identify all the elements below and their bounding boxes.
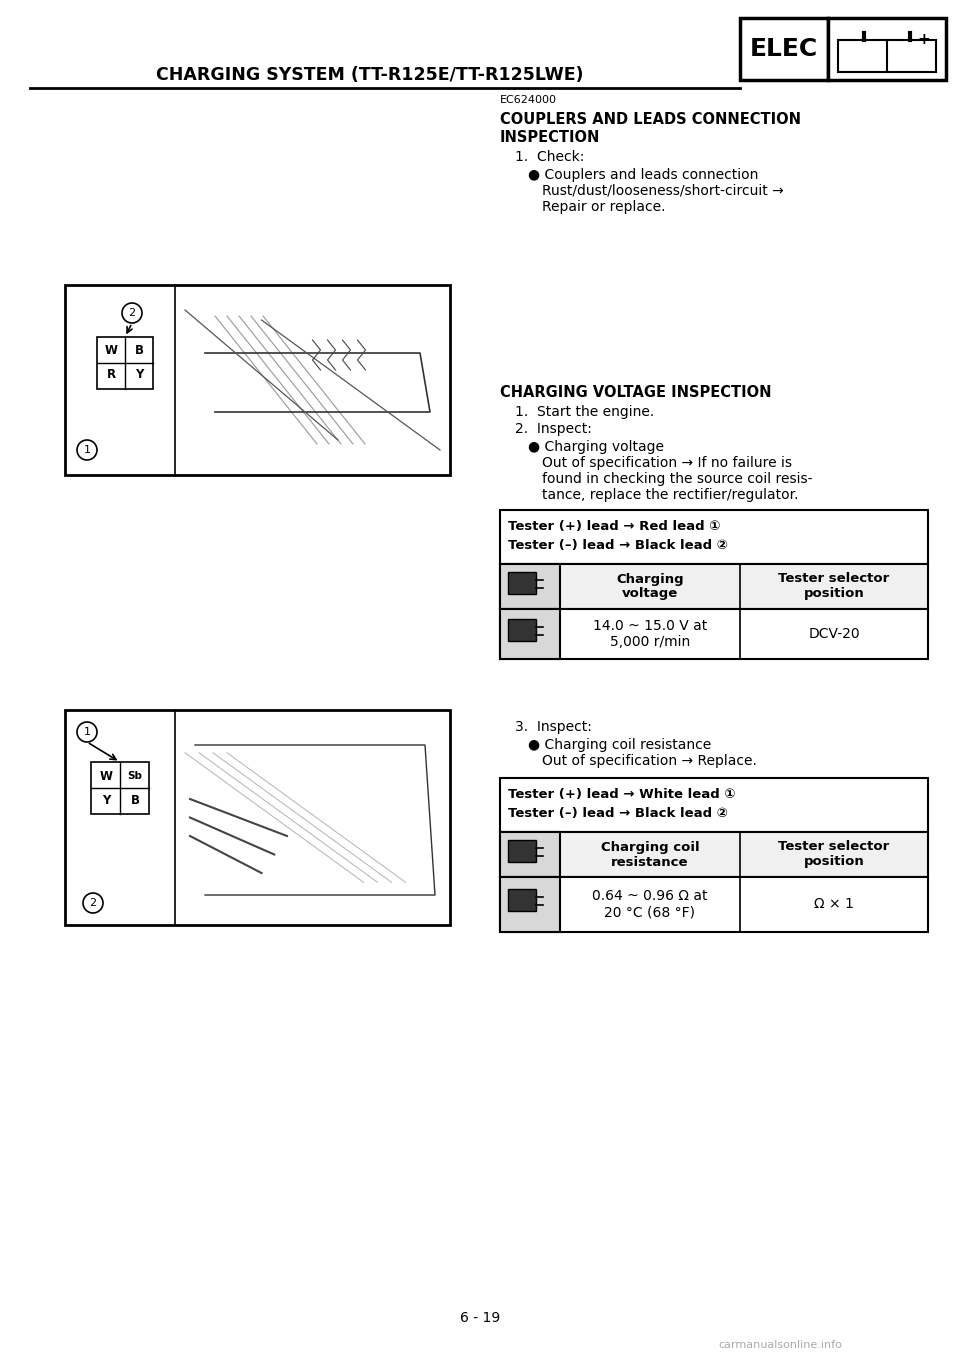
Bar	[500, 564, 928, 608]
Bar	[508, 572, 536, 593]
Text: 2: 2	[89, 898, 97, 909]
Text: Out of specification → If no failure is: Out of specification → If no failure is	[542, 456, 792, 470]
Text: 1.  Check:: 1. Check:	[515, 149, 585, 164]
Text: CHARGING VOLTAGE INSPECTION: CHARGING VOLTAGE INSPECTION	[500, 386, 772, 401]
Text: 2: 2	[129, 308, 135, 318]
Bar	[508, 619, 536, 641]
Text: Sb: Sb	[128, 771, 142, 781]
Text: ● Charging coil resistance: ● Charging coil resistance	[528, 737, 711, 752]
Text: W: W	[100, 770, 112, 782]
Text: 3.  Inspect:: 3. Inspect:	[515, 720, 592, 735]
Text: 2.  Inspect:: 2. Inspect:	[515, 422, 592, 436]
Text: ● Charging voltage: ● Charging voltage	[528, 440, 664, 454]
Text: Y: Y	[102, 793, 110, 807]
Text: carmanualsonline.info: carmanualsonline.info	[718, 1340, 842, 1350]
Text: DCV-20: DCV-20	[808, 627, 860, 641]
Text: Tester (+) lead → White lead ①: Tester (+) lead → White lead ①	[508, 788, 735, 801]
Bar	[500, 608, 560, 659]
Bar	[500, 877, 928, 932]
Text: ELEC: ELEC	[750, 37, 818, 61]
Text: Charging
voltage: Charging voltage	[616, 573, 684, 600]
Text: 14.0 ~ 15.0 V at
5,000 r/min: 14.0 ~ 15.0 V at 5,000 r/min	[593, 619, 708, 649]
Text: found in checking the source coil resis-: found in checking the source coil resis-	[542, 473, 812, 486]
Bar	[91, 762, 149, 813]
Text: –: –	[846, 33, 853, 48]
Bar	[828, 18, 946, 80]
Bar	[500, 608, 928, 659]
Text: Y: Y	[134, 368, 143, 382]
Text: W: W	[105, 345, 117, 357]
Bar	[508, 889, 536, 911]
Text: Tester selector
position: Tester selector position	[779, 841, 890, 869]
Text: Repair or replace.: Repair or replace.	[542, 200, 665, 215]
Text: Tester selector
position: Tester selector position	[779, 573, 890, 600]
Bar	[500, 511, 928, 564]
Text: Out of specification → Replace.: Out of specification → Replace.	[542, 754, 756, 769]
Text: 6 - 19: 6 - 19	[460, 1310, 500, 1325]
Text: Tester (+) lead → Red lead ①: Tester (+) lead → Red lead ①	[508, 520, 721, 532]
Text: 1: 1	[84, 727, 90, 737]
Text: 0.64 ~ 0.96 Ω at
20 °C (68 °F): 0.64 ~ 0.96 Ω at 20 °C (68 °F)	[592, 889, 708, 919]
Bar	[500, 832, 560, 877]
Bar	[65, 710, 450, 925]
Text: tance, replace the rectifier/regulator.: tance, replace the rectifier/regulator.	[542, 488, 799, 502]
Bar	[97, 337, 153, 388]
Text: Tester (–) lead → Black lead ②: Tester (–) lead → Black lead ②	[508, 539, 728, 551]
Bar	[65, 285, 450, 475]
Text: +: +	[918, 33, 930, 48]
Text: Tester (–) lead → Black lead ②: Tester (–) lead → Black lead ②	[508, 807, 728, 820]
Text: Charging coil
resistance: Charging coil resistance	[601, 841, 699, 869]
Text: 1.  Start the engine.: 1. Start the engine.	[515, 405, 655, 420]
Bar	[838, 39, 936, 72]
Bar	[500, 832, 928, 877]
Text: 1: 1	[84, 445, 90, 455]
Text: ● Couplers and leads connection: ● Couplers and leads connection	[528, 168, 758, 182]
Text: Ω × 1: Ω × 1	[814, 898, 854, 911]
Text: COUPLERS AND LEADS CONNECTION: COUPLERS AND LEADS CONNECTION	[500, 111, 801, 128]
Bar	[500, 778, 928, 832]
Bar	[508, 841, 536, 862]
Text: B: B	[131, 793, 139, 807]
Bar	[500, 877, 560, 932]
Bar	[500, 564, 560, 608]
Text: R: R	[107, 368, 115, 382]
Text: INSPECTION: INSPECTION	[500, 130, 600, 145]
Text: CHARGING SYSTEM (TT-R125E/TT-R125LWE): CHARGING SYSTEM (TT-R125E/TT-R125LWE)	[156, 67, 584, 84]
Text: EC624000: EC624000	[500, 95, 557, 105]
Text: Rust/dust/looseness/short-circuit →: Rust/dust/looseness/short-circuit →	[542, 183, 783, 198]
Text: B: B	[134, 345, 143, 357]
Bar	[740, 18, 828, 80]
